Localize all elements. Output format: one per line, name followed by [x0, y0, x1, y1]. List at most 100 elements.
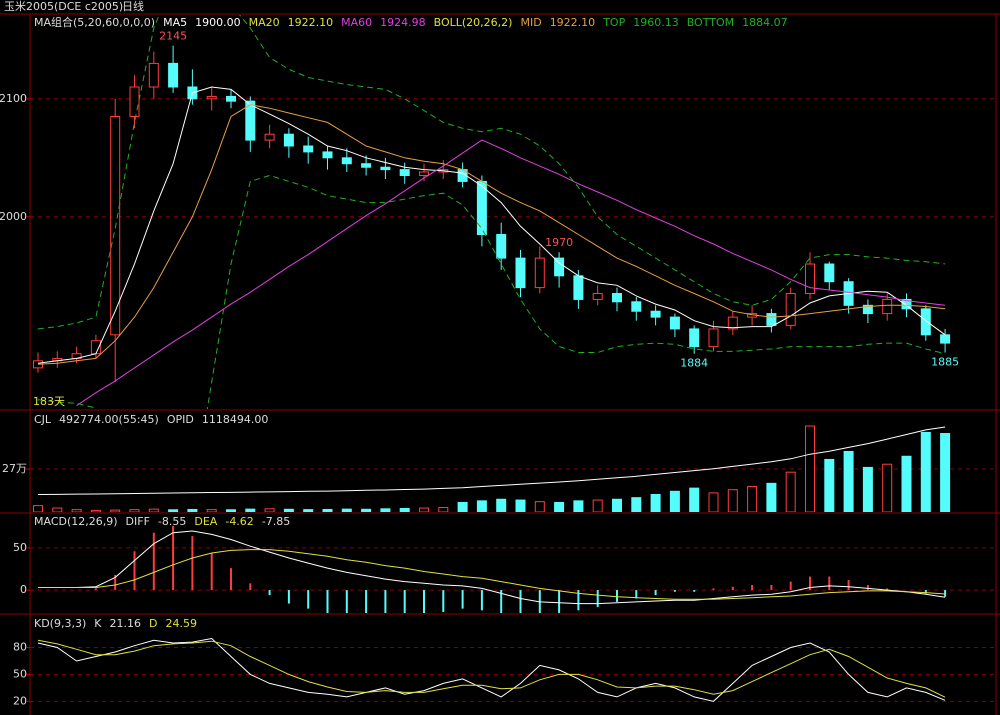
- y-tick-label: 50: [13, 667, 27, 680]
- candle-body: [940, 334, 951, 344]
- volume-bar: [901, 455, 912, 512]
- candle-body: [554, 257, 565, 277]
- volume-bar: [33, 505, 43, 512]
- volume-bar: [90, 509, 101, 512]
- legend-text: MA组合(5,20,60,0,0,0): [34, 15, 155, 29]
- volume-bar: [592, 499, 603, 512]
- candle-body: [708, 328, 719, 348]
- volume-bar: [747, 486, 758, 512]
- volume-bar: [148, 508, 159, 512]
- legend-text: 21.16: [109, 617, 141, 630]
- y-tick-label: 2000: [0, 210, 27, 223]
- legend-text: 1884.07: [742, 16, 788, 29]
- volume-bar: [631, 497, 642, 512]
- candle-body: [534, 257, 545, 289]
- legend-text: OPID: [167, 413, 194, 426]
- volume-bar: [785, 471, 796, 512]
- volume-bar: [650, 493, 661, 512]
- panel: [33, 425, 951, 512]
- candle-body: [341, 157, 352, 165]
- legend-text: KD(9,3,3): [34, 617, 86, 630]
- legend-text: D: [149, 617, 157, 630]
- macd-line: [38, 549, 946, 600]
- volume-bar: [843, 450, 854, 512]
- candle-body: [920, 308, 931, 336]
- indicator-line: [76, 139, 946, 407]
- candle-body: [110, 115, 121, 336]
- price-annotation: 1970: [545, 236, 573, 249]
- volume-bar: [168, 509, 179, 512]
- legend-text: -7.85: [262, 515, 290, 528]
- indicator-line: [37, 86, 946, 364]
- volume-bar: [669, 490, 680, 512]
- candle-body: [380, 166, 391, 171]
- volume-bar: [940, 433, 951, 512]
- kd-line: [37, 639, 946, 698]
- candle-body: [785, 293, 796, 326]
- volume-bar: [862, 466, 873, 512]
- candle-body: [206, 95, 217, 100]
- volume-bar: [341, 508, 352, 512]
- candle-body: [283, 133, 294, 147]
- volume-bar: [612, 498, 622, 512]
- legend-text: 24.59: [165, 617, 197, 630]
- y-tick-label: 2100: [0, 92, 27, 105]
- volume-bar: [727, 489, 738, 512]
- volume-bar: [110, 509, 121, 512]
- candle-body: [766, 313, 777, 326]
- panel: [37, 637, 946, 702]
- volume-bar: [766, 482, 777, 512]
- legend-text: 1118494.00: [202, 413, 268, 426]
- legend-text: DEA: [194, 515, 217, 528]
- legend-text: -8.55: [158, 515, 186, 528]
- volume-bar: [534, 501, 545, 512]
- volume-bar: [708, 492, 719, 512]
- volume-bar: [920, 431, 931, 512]
- legend-text: MA60: [341, 16, 372, 29]
- volume-bar: [226, 509, 236, 512]
- volume-bar: [264, 508, 275, 512]
- volume-bar: [554, 501, 565, 512]
- panel: [38, 525, 947, 613]
- volume-bar: [245, 508, 256, 512]
- candle-body: [245, 100, 256, 141]
- symbol[interactable]: 玉米2005(DCE c2005): [4, 0, 123, 13]
- candle-body: [901, 298, 912, 310]
- legend-text: MA20: [249, 16, 280, 29]
- volume-bar: [206, 509, 217, 512]
- period[interactable]: 日线: [122, 0, 144, 13]
- candle-body: [882, 298, 893, 315]
- volume-bar: [438, 507, 449, 512]
- legend-text: -4.62: [225, 515, 253, 528]
- candle-body: [129, 86, 140, 117]
- candle-body: [322, 151, 333, 159]
- candle-body: [226, 95, 236, 102]
- y-tick-label: 80: [13, 641, 27, 654]
- candle-body: [592, 293, 603, 300]
- volume-bar: [71, 509, 82, 512]
- volume-bar: [882, 463, 893, 512]
- legend-text: MA5: [163, 16, 187, 29]
- candle-body: [496, 234, 507, 259]
- legend-text: BOTTOM: [687, 16, 734, 29]
- legend-text: K: [94, 617, 102, 630]
- legend-text: TOP: [602, 16, 625, 29]
- candle-body: [264, 133, 275, 141]
- candle-body: [399, 169, 410, 177]
- indicator-line: [37, 104, 946, 365]
- candle-body: [824, 263, 835, 283]
- candle-body: [303, 145, 314, 153]
- legend-text: DIFF: [126, 515, 150, 528]
- volume-bar: [689, 487, 700, 512]
- candle-body: [515, 257, 526, 289]
- candle-body: [689, 328, 700, 348]
- y-tick-label: 20: [13, 694, 27, 707]
- y-tick-label: 27万: [2, 462, 27, 475]
- price-annotation: 1884: [680, 357, 708, 370]
- volume-bar: [476, 500, 487, 512]
- candle-body: [612, 293, 622, 303]
- candle-body: [419, 171, 429, 177]
- candle-body: [631, 301, 642, 312]
